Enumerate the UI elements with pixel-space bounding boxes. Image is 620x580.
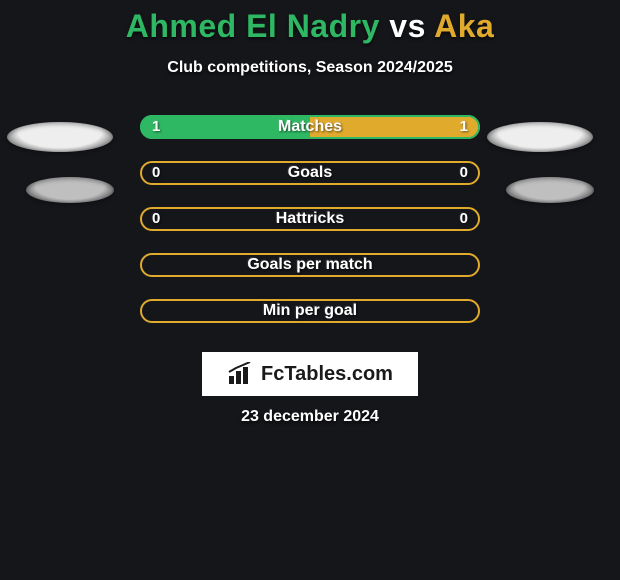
title-vs: vs xyxy=(389,8,426,44)
stat-row: Min per goal xyxy=(0,299,620,345)
bar-right-fill xyxy=(310,115,480,139)
value-left: 0 xyxy=(152,161,160,185)
bar-container xyxy=(140,161,480,185)
rank-disc xyxy=(7,122,113,152)
bar-container xyxy=(140,253,480,277)
page-title: Ahmed El Nadry vs Aka xyxy=(0,0,620,45)
bar-container xyxy=(140,115,480,139)
value-right: 1 xyxy=(460,115,468,139)
brand-chart-icon xyxy=(227,362,255,386)
bar-container xyxy=(140,207,480,231)
title-player2: Aka xyxy=(434,8,494,44)
bar-left-fill xyxy=(140,115,310,139)
value-right: 0 xyxy=(460,207,468,231)
comparison-figure: Ahmed El Nadry vs Aka Club competitions,… xyxy=(0,0,620,580)
rank-disc xyxy=(487,122,593,152)
date-label: 23 december 2024 xyxy=(0,408,620,426)
brand-text: FcTables.com xyxy=(261,363,393,386)
brand-badge: FcTables.com xyxy=(202,352,418,396)
title-player1: Ahmed El Nadry xyxy=(126,8,380,44)
bar-container xyxy=(140,299,480,323)
stat-row: Goals per match xyxy=(0,253,620,299)
value-right: 0 xyxy=(460,161,468,185)
rank-disc xyxy=(26,177,114,203)
value-left: 0 xyxy=(152,207,160,231)
subtitle: Club competitions, Season 2024/2025 xyxy=(0,59,620,77)
stat-row: 00Hattricks xyxy=(0,207,620,253)
value-left: 1 xyxy=(152,115,160,139)
rank-disc xyxy=(506,177,594,203)
